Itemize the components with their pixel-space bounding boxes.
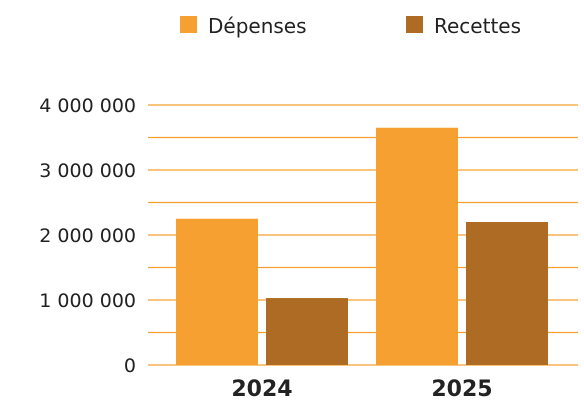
y-tick-label: 4 000 000	[39, 95, 136, 117]
bar-recettes-2025	[466, 222, 548, 365]
legend-label: Dépenses	[208, 14, 307, 38]
bar-recettes-2024	[266, 298, 348, 365]
x-category-label: 2024	[231, 377, 292, 400]
bar-dpenses-2025	[376, 127, 458, 365]
x-category-label: 2025	[431, 377, 492, 400]
legend-swatch	[180, 16, 197, 33]
bar-dpenses-2024	[176, 218, 258, 365]
legend-swatch	[406, 16, 423, 33]
legend-label: Recettes	[434, 14, 521, 38]
y-tick-label: 1 000 000	[39, 290, 136, 312]
y-tick-label: 0	[124, 355, 136, 377]
y-tick-label: 3 000 000	[39, 160, 136, 182]
y-tick-label: 2 000 000	[39, 225, 136, 247]
